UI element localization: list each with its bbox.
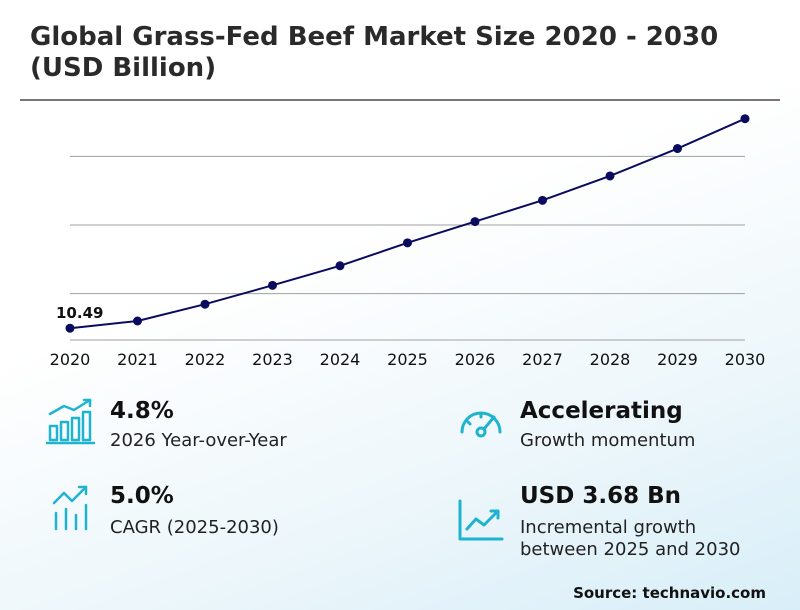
stat-incremental: USD 3.68 Bn Incremental growth between 2…	[456, 483, 786, 563]
line-chart-growth-icon	[458, 499, 504, 541]
speedometer-icon	[460, 411, 502, 438]
stat-momentum: Accelerating Growth momentum	[456, 398, 786, 458]
stat-incremental-value: USD 3.68 Bn	[520, 483, 681, 509]
trend-bars-icon	[52, 485, 88, 531]
x-tick-label-2024: 2024	[320, 350, 361, 369]
x-tick-label-2030: 2030	[725, 350, 766, 369]
x-tick-label-2020: 2020	[50, 350, 91, 369]
x-tick-label-2021: 2021	[117, 350, 158, 369]
stat-yoy: 4.8% 2026 Year-over-Year	[46, 398, 376, 458]
series-line	[69, 117, 746, 330]
stat-cagr-value: 5.0%	[110, 483, 174, 509]
x-tick-label-2029: 2029	[657, 350, 698, 369]
bar-chart-growth-icon	[46, 398, 96, 445]
x-tick-label-2025: 2025	[387, 350, 428, 369]
x-tick-label-2028: 2028	[590, 350, 631, 369]
source-credit: Source: technavio.com	[573, 584, 766, 602]
data-point-2028	[605, 171, 615, 181]
data-point-2026	[470, 217, 480, 227]
line-chart: 10.49 2020 2021 2022 2023 2024 2025 2026 2027 20…	[50, 114, 766, 369]
data-point-2023	[268, 280, 277, 290]
stat-incremental-desc-line1: Incremental growth	[520, 517, 697, 538]
data-point-2027	[538, 195, 547, 205]
stat-yoy-value: 4.8%	[110, 398, 174, 424]
stat-momentum-desc: Growth momentum	[520, 430, 696, 451]
data-label-2020: 10.49	[56, 304, 103, 322]
stat-cagr: 5.0% CAGR (2025-2030)	[46, 483, 376, 543]
x-tick-label-2023: 2023	[252, 350, 293, 369]
gridlines	[70, 155, 745, 341]
stat-momentum-value: Accelerating	[520, 398, 683, 424]
title-divider	[20, 99, 780, 101]
data-labels: 10.49	[56, 304, 103, 322]
data-point-2025	[403, 238, 412, 248]
x-tick-label-2022: 2022	[185, 350, 226, 369]
chart-title: Global Grass-Fed Beef Market Size 2020 -…	[30, 22, 719, 83]
stat-cagr-desc: CAGR (2025-2030)	[110, 517, 279, 538]
data-point-2020	[65, 323, 75, 333]
data-points	[65, 114, 750, 333]
data-point-2029	[673, 144, 682, 154]
stat-yoy-desc: 2026 Year-over-Year	[110, 430, 287, 451]
data-point-2024	[335, 261, 345, 271]
x-axis-ticks: 2020 2021 2022 2023 2024 2025 2026 2027 2028 2029…	[50, 350, 766, 369]
data-point-2021	[133, 316, 142, 326]
stat-incremental-desc-line2: between 2025 and 2030	[520, 539, 741, 560]
x-tick-label-2026: 2026	[455, 350, 496, 369]
data-point-2022	[200, 299, 210, 309]
x-tick-label-2027: 2027	[522, 350, 563, 369]
data-point-2030	[740, 114, 750, 124]
